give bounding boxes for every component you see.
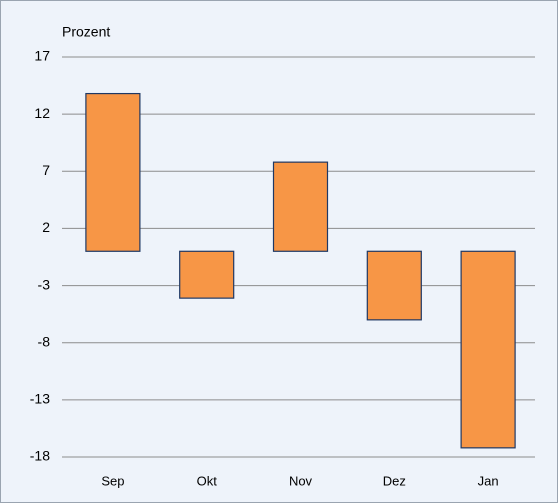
x-tick-label: Nov: [289, 473, 313, 488]
bar: [366, 250, 422, 321]
y-tick-label: -13: [30, 391, 50, 407]
bar: [85, 92, 141, 252]
y-tick-label: 12: [34, 105, 50, 121]
y-tick-label: -18: [30, 448, 50, 464]
x-tick-label: Sep: [101, 473, 124, 488]
y-tick-label: 7: [42, 162, 50, 178]
y-tick-label: -3: [38, 276, 51, 292]
x-tick-label: Okt: [197, 473, 218, 488]
y-tick-label: 2: [42, 219, 50, 235]
x-tick-label: Jan: [478, 473, 499, 488]
bar: [179, 250, 235, 299]
x-tick-label: Dez: [383, 473, 406, 488]
y-tick-label: -8: [38, 333, 51, 349]
y-axis-label: Prozent: [62, 24, 110, 40]
bar: [272, 161, 329, 252]
bar: [460, 250, 516, 449]
y-tick-label: 17: [34, 48, 50, 64]
